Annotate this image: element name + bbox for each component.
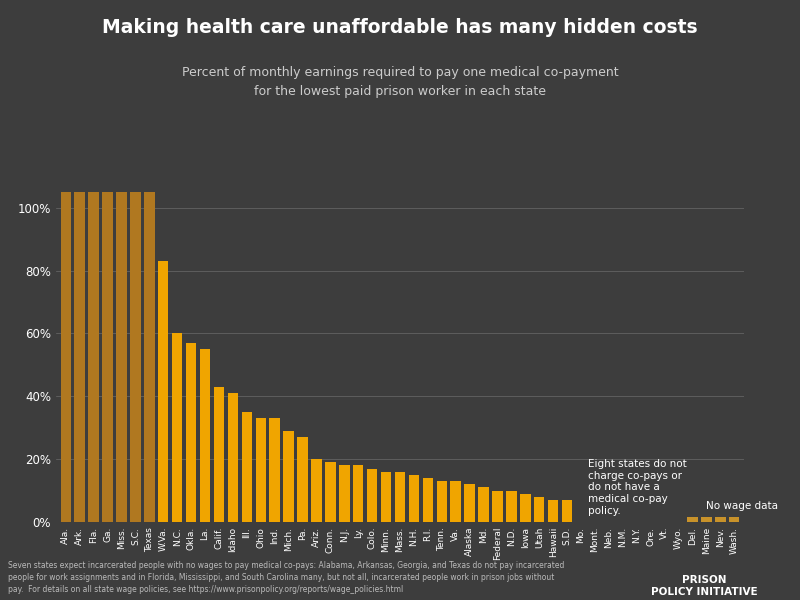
Bar bbox=[74, 0, 85, 522]
Bar bbox=[422, 478, 433, 522]
Bar bbox=[298, 437, 308, 522]
Bar bbox=[478, 487, 489, 522]
Bar bbox=[437, 481, 447, 522]
Bar bbox=[562, 500, 572, 522]
Bar bbox=[200, 349, 210, 522]
Text: PRISON
POLICY INITIATIVE: PRISON POLICY INITIATIVE bbox=[650, 575, 758, 597]
Bar bbox=[492, 491, 502, 522]
Bar bbox=[729, 517, 739, 522]
Bar bbox=[255, 418, 266, 522]
Bar bbox=[701, 517, 712, 522]
Bar bbox=[325, 462, 335, 522]
Bar bbox=[381, 472, 391, 522]
Bar bbox=[116, 0, 126, 522]
Bar bbox=[339, 466, 350, 522]
Bar bbox=[228, 393, 238, 522]
Bar bbox=[242, 412, 252, 522]
Bar bbox=[311, 459, 322, 522]
Text: Making health care unaffordable has many hidden costs: Making health care unaffordable has many… bbox=[102, 18, 698, 37]
Bar bbox=[715, 517, 726, 522]
Bar bbox=[102, 0, 113, 522]
Bar bbox=[88, 0, 99, 522]
Bar bbox=[61, 0, 71, 522]
Bar bbox=[214, 387, 224, 522]
Bar bbox=[520, 494, 530, 522]
Bar bbox=[409, 475, 419, 522]
Bar bbox=[394, 472, 406, 522]
Bar bbox=[687, 517, 698, 522]
Bar bbox=[172, 334, 182, 522]
Bar bbox=[548, 500, 558, 522]
Text: Percent of monthly earnings required to pay one medical co-payment
for the lowes: Percent of monthly earnings required to … bbox=[182, 66, 618, 98]
Bar bbox=[144, 0, 154, 522]
Bar bbox=[450, 481, 461, 522]
Bar bbox=[534, 497, 545, 522]
Bar bbox=[353, 466, 363, 522]
Bar bbox=[283, 431, 294, 522]
Bar bbox=[186, 343, 196, 522]
Bar bbox=[130, 0, 141, 522]
Bar bbox=[465, 484, 475, 522]
Bar bbox=[506, 491, 517, 522]
Text: No wage data: No wage data bbox=[706, 501, 778, 511]
Bar bbox=[270, 418, 280, 522]
Text: Eight states do not
charge co-pays or
do not have a
medical co-pay
policy.: Eight states do not charge co-pays or do… bbox=[588, 459, 686, 515]
Text: Seven states expect incarcerated people with no wages to pay medical co-pays: Al: Seven states expect incarcerated people … bbox=[8, 562, 564, 594]
Bar bbox=[367, 469, 378, 522]
Bar bbox=[158, 261, 169, 522]
